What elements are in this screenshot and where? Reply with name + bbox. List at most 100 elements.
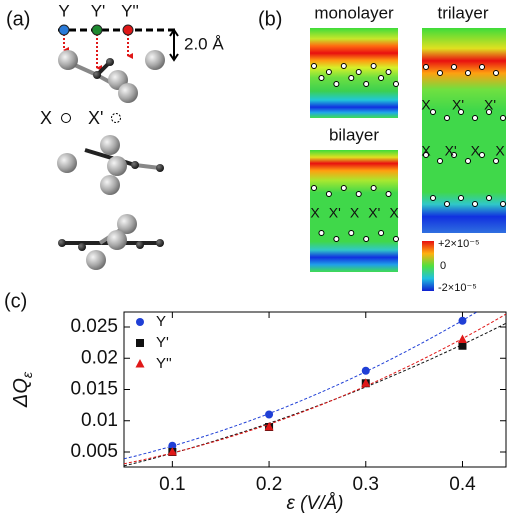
site-label: X	[471, 143, 481, 159]
fit-curve	[124, 294, 506, 459]
heatmap	[310, 28, 398, 118]
legend-marker	[136, 318, 144, 326]
map-title: bilayer	[329, 125, 379, 144]
atom-dot	[480, 65, 485, 70]
atom-dot	[356, 70, 361, 75]
point	[458, 317, 466, 325]
legend-label: X'	[88, 108, 103, 128]
atom-dot	[341, 64, 346, 69]
atom-dot	[487, 196, 492, 201]
atom-dot	[480, 153, 485, 158]
site-label: Y'	[91, 1, 106, 20]
atom-dot	[394, 82, 399, 87]
atom-dot	[459, 196, 464, 201]
atom-dot	[319, 76, 324, 81]
atom-dot	[438, 159, 443, 164]
atom-dot	[371, 64, 376, 69]
atom-dot	[371, 186, 376, 191]
panel-label: (c)	[4, 290, 27, 312]
structure	[57, 50, 165, 270]
panel-b: (b) monolayer bilayer trilayer +2×10⁻⁵ 0…	[258, 3, 506, 293]
atom-dot	[379, 231, 384, 236]
site-label: X'	[329, 205, 341, 221]
site-label: X	[421, 97, 431, 113]
atom-dot	[334, 82, 339, 87]
atom-dot	[501, 116, 506, 121]
atom-dot	[386, 192, 391, 197]
panel-c: (c)	[4, 290, 27, 312]
atom-dot	[452, 65, 457, 70]
atom-dot	[379, 76, 384, 81]
atom-dot	[356, 192, 361, 197]
site-label: X	[421, 143, 431, 159]
site-label: Y	[58, 1, 69, 20]
site-y	[59, 25, 69, 35]
height-label: 2.0 Å	[184, 34, 224, 53]
legend-marker	[136, 359, 145, 368]
y-tick-label: 0.005	[70, 441, 118, 462]
legend-x	[62, 114, 71, 123]
legend-label: Y'	[156, 334, 169, 351]
legend-label: Y	[156, 313, 166, 330]
fit-curve	[124, 314, 506, 464]
atom-dot	[394, 237, 399, 242]
atom-dot	[494, 159, 499, 164]
map-title: monolayer	[314, 3, 394, 22]
x-tick-label: 0.3	[353, 474, 379, 495]
atom-dot	[349, 76, 354, 81]
y-axis-label-sub: ε	[19, 371, 35, 378]
atom-dot	[473, 116, 478, 121]
atom-dot	[424, 65, 429, 70]
site-label: X'	[452, 97, 464, 113]
legend-label: X	[40, 108, 52, 128]
point	[458, 335, 467, 344]
atom-dot	[386, 70, 391, 75]
atom-dot	[326, 192, 331, 197]
site-label: X	[310, 205, 320, 221]
atom-dot	[312, 64, 317, 69]
atom-dot	[326, 70, 331, 75]
site-label: X	[389, 205, 399, 221]
heatmap	[422, 28, 506, 233]
colorbar-label: 0	[440, 260, 446, 272]
atom-dot	[312, 186, 317, 191]
atom-dot	[334, 237, 339, 242]
atom-dot	[466, 159, 471, 164]
y-axis-label-main: ΔQ	[10, 378, 32, 408]
point	[265, 411, 273, 419]
panel-a: (a) Y Y' Y'' 2.0 Å	[6, 1, 224, 270]
atom-dot	[319, 231, 324, 236]
atom-dot	[445, 202, 450, 207]
legend-x1	[112, 114, 121, 123]
site-label: X'	[484, 97, 496, 113]
map-title: trilayer	[437, 3, 488, 22]
atom-dot	[438, 71, 443, 76]
site-y2	[123, 25, 133, 35]
site-label: X'	[368, 205, 380, 221]
atom-dot	[466, 71, 471, 76]
plot-frame	[124, 312, 506, 467]
y-axis-label: ΔQε	[10, 371, 34, 408]
y-tick-label: 0.025	[70, 316, 118, 337]
atom-dot	[501, 202, 506, 207]
legend-label: Y''	[156, 355, 172, 372]
atom-dot	[349, 231, 354, 236]
atom-dot	[494, 71, 499, 76]
x-tick-label: 0.1	[159, 474, 185, 495]
figure: (a) Y Y' Y'' 2.0 Å	[0, 0, 508, 517]
site-label: X	[350, 205, 360, 221]
atom-dot	[473, 202, 478, 207]
site-y1	[92, 25, 102, 35]
y-tick-label: 0.01	[81, 410, 118, 431]
y-tick-label: 0.02	[81, 347, 118, 368]
colorbar-label: +2×10⁻⁵	[438, 238, 480, 250]
colorbar-label: -2×10⁻⁵	[438, 282, 477, 294]
colorbar	[422, 241, 434, 291]
x-tick-label: 0.2	[256, 474, 282, 495]
point	[362, 367, 370, 375]
site-label: X	[495, 143, 505, 159]
atom-dot	[431, 110, 436, 115]
x-tick-label: 0.4	[449, 474, 476, 495]
panel-label: (b)	[258, 8, 282, 30]
legend-marker	[136, 339, 144, 347]
